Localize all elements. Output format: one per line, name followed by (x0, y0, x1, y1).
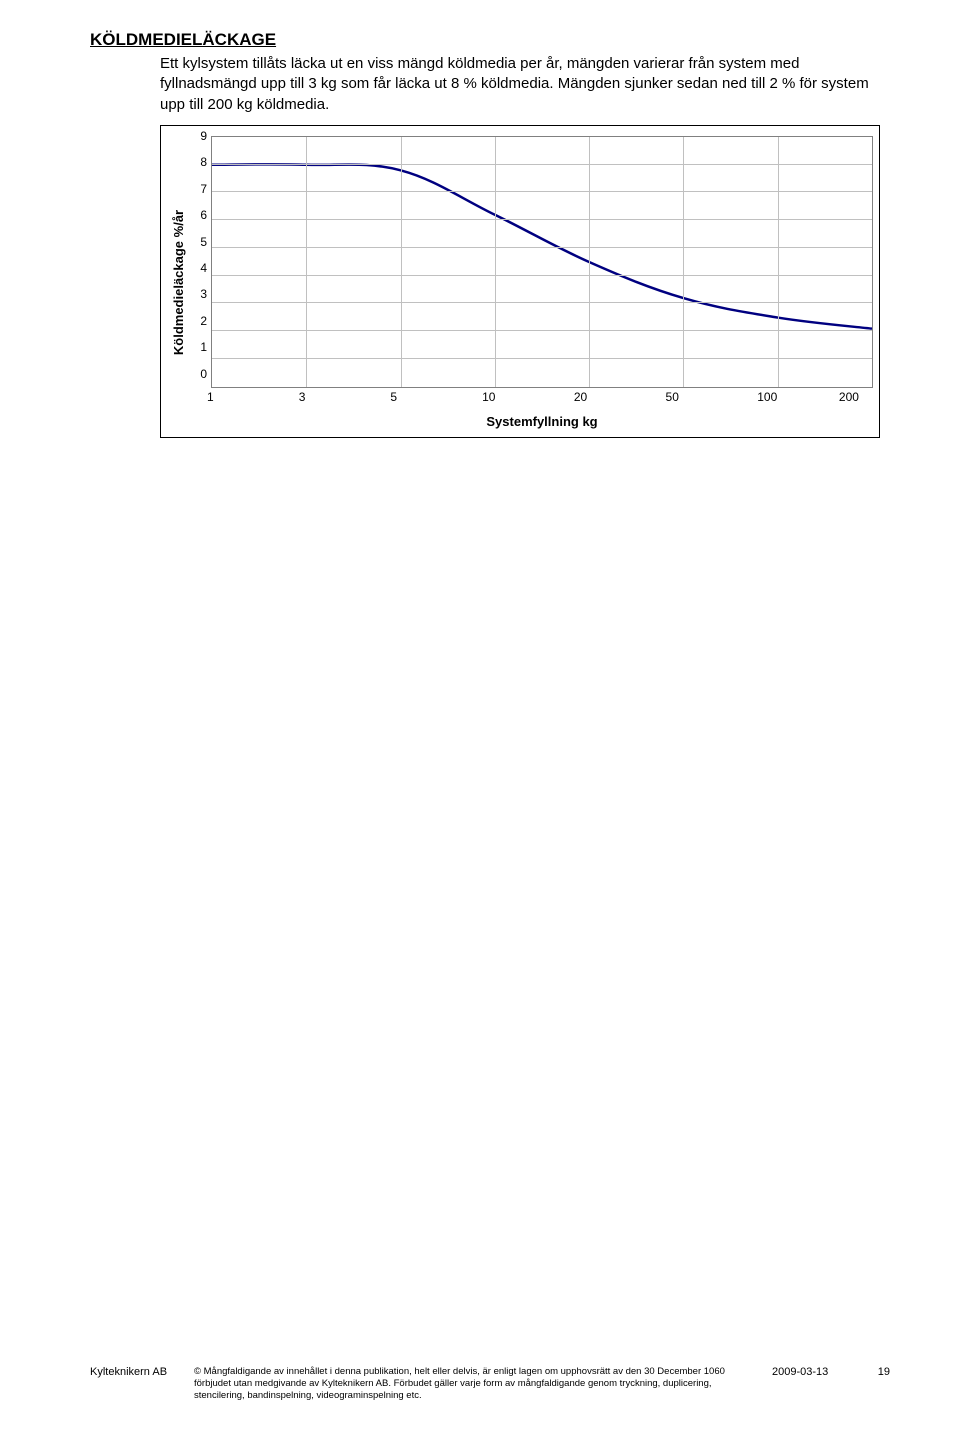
chart-x-tick: 50 (666, 390, 758, 404)
chart-v-gridline (401, 137, 402, 387)
chart-h-gridline (212, 275, 872, 276)
chart-v-gridline (589, 137, 590, 387)
chart-h-gridline (212, 164, 872, 165)
chart-v-gridline (683, 137, 684, 387)
chart-y-tick: 9 (191, 129, 207, 143)
chart-x-ticks: 135102050100200 (211, 390, 873, 404)
chart-v-gridline (306, 137, 307, 387)
chart-x-tick: 1 (207, 390, 299, 404)
chart-y-tick: 7 (191, 182, 207, 196)
chart-x-tick: 100 (757, 390, 849, 404)
chart-y-tick: 6 (191, 208, 207, 222)
chart-x-tick: 3 (299, 390, 391, 404)
footer-page-number: 19 (866, 1366, 890, 1380)
chart-y-ticks: 0 1 2 3 4 5 6 7 8 9 (191, 129, 211, 381)
chart-h-gridline (212, 302, 872, 303)
footer-copyright: © Mångfaldigande av innehållet i denna p… (194, 1366, 758, 1402)
chart-h-gridline (212, 358, 872, 359)
chart-x-tick: 5 (390, 390, 482, 404)
chart-line-svg (212, 137, 872, 387)
chart-y-tick: 2 (191, 314, 207, 328)
chart-x-label: Systemfyllning kg (211, 414, 873, 429)
chart-x-tick: 200 (839, 390, 859, 404)
chart-container: Köldmedieläckage %/år 0123456789 1351020… (160, 125, 880, 438)
section-title: KÖLDMEDIELÄCKAGE (90, 30, 890, 50)
chart-y-tick: 8 (191, 155, 207, 169)
chart-y-tick: 5 (191, 235, 207, 249)
chart-h-gridline (212, 191, 872, 192)
footer-date: 2009-03-13 (772, 1366, 852, 1380)
chart-plot-area (211, 136, 873, 388)
chart-y-tick: 3 (191, 287, 207, 301)
chart-x-tick: 20 (574, 390, 666, 404)
chart-x-tick: 10 (482, 390, 574, 404)
chart-y-label: Köldmedieläckage %/år (172, 210, 187, 355)
chart-h-gridline (212, 247, 872, 248)
chart-v-gridline (495, 137, 496, 387)
chart-h-gridline (212, 330, 872, 331)
chart-y-tick: 4 (191, 261, 207, 275)
footer-company: Kylteknikern AB (90, 1366, 180, 1380)
chart-h-gridline (212, 219, 872, 220)
chart-y-tick: 0 (191, 367, 207, 381)
chart-y-tick: 1 (191, 340, 207, 354)
section-body: Ett kylsystem tillåts läcka ut en viss m… (160, 54, 880, 115)
chart-v-gridline (778, 137, 779, 387)
page-footer: Kylteknikern AB © Mångfaldigande av inne… (90, 1366, 890, 1402)
